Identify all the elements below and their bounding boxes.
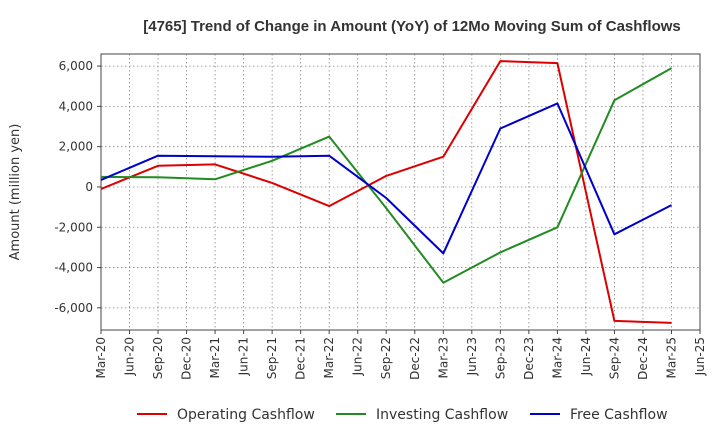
x-tick-label: Mar-22 bbox=[322, 337, 336, 378]
x-tick-label: Mar-20 bbox=[94, 337, 108, 378]
plot-area bbox=[100, 53, 701, 331]
y-tick-label: -4,000 bbox=[54, 261, 93, 275]
series-lines bbox=[100, 60, 672, 324]
y-axis-label: Amount (million yen) bbox=[8, 124, 23, 261]
x-tick-label: Sep-22 bbox=[379, 337, 393, 379]
x-tick-label: Mar-25 bbox=[664, 337, 678, 378]
x-tick-label: Mar-24 bbox=[550, 337, 564, 378]
x-tick-label: Dec-20 bbox=[180, 337, 194, 380]
x-tick-label: Sep-23 bbox=[493, 337, 507, 379]
chart-title: [4765] Trend of Change in Amount (YoY) o… bbox=[143, 18, 681, 35]
y-tick-label: 4,000 bbox=[59, 99, 93, 113]
x-tick-label: Dec-21 bbox=[294, 337, 308, 380]
x-tick-label: Jun-23 bbox=[465, 337, 479, 376]
x-tick-label: Jun-24 bbox=[579, 337, 593, 376]
x-tick-label: Sep-20 bbox=[151, 337, 165, 379]
x-tick-label: Mar-21 bbox=[208, 337, 222, 378]
x-tick-label: Dec-22 bbox=[408, 337, 422, 380]
x-axis: Mar-20 Jun-20 Sep-20 Dec-20 Mar-21 Jun-21 Sep-… bbox=[94, 330, 707, 380]
series-line-free-cashflow bbox=[100, 102, 672, 255]
legend-label: Free Cashflow bbox=[570, 407, 668, 423]
y-tick-label: 0 bbox=[85, 180, 93, 194]
grid-lines bbox=[100, 54, 701, 330]
y-tick-label: -6,000 bbox=[54, 301, 93, 315]
series-line-investing-cashflow bbox=[100, 67, 672, 284]
x-tick-label: Sep-24 bbox=[607, 337, 621, 379]
x-tick-label: Mar-23 bbox=[436, 337, 450, 378]
x-tick-label: Jun-22 bbox=[351, 337, 365, 376]
x-tick-label: Dec-24 bbox=[636, 337, 650, 380]
legend-label: Investing Cashflow bbox=[376, 407, 508, 423]
y-tick-label: -2,000 bbox=[54, 220, 93, 234]
series-line-operating-cashflow bbox=[100, 60, 672, 324]
x-tick-label: Sep-21 bbox=[265, 337, 279, 379]
x-tick-label: Jun-20 bbox=[123, 337, 137, 376]
x-tick-label: Jun-25 bbox=[693, 337, 707, 376]
legend-label: Operating Cashflow bbox=[177, 407, 315, 423]
x-tick-label: Dec-23 bbox=[522, 337, 536, 380]
y-tick-label: 2,000 bbox=[59, 140, 93, 154]
y-tick-label: 6,000 bbox=[59, 59, 93, 73]
y-axis: -6,000 -4,000 -2,000 0 2,000 4,000 6,000 bbox=[54, 59, 101, 315]
legend: Operating Cashflow Investing Cashflow Free… bbox=[137, 407, 668, 423]
x-tick-label: Jun-21 bbox=[237, 337, 251, 376]
